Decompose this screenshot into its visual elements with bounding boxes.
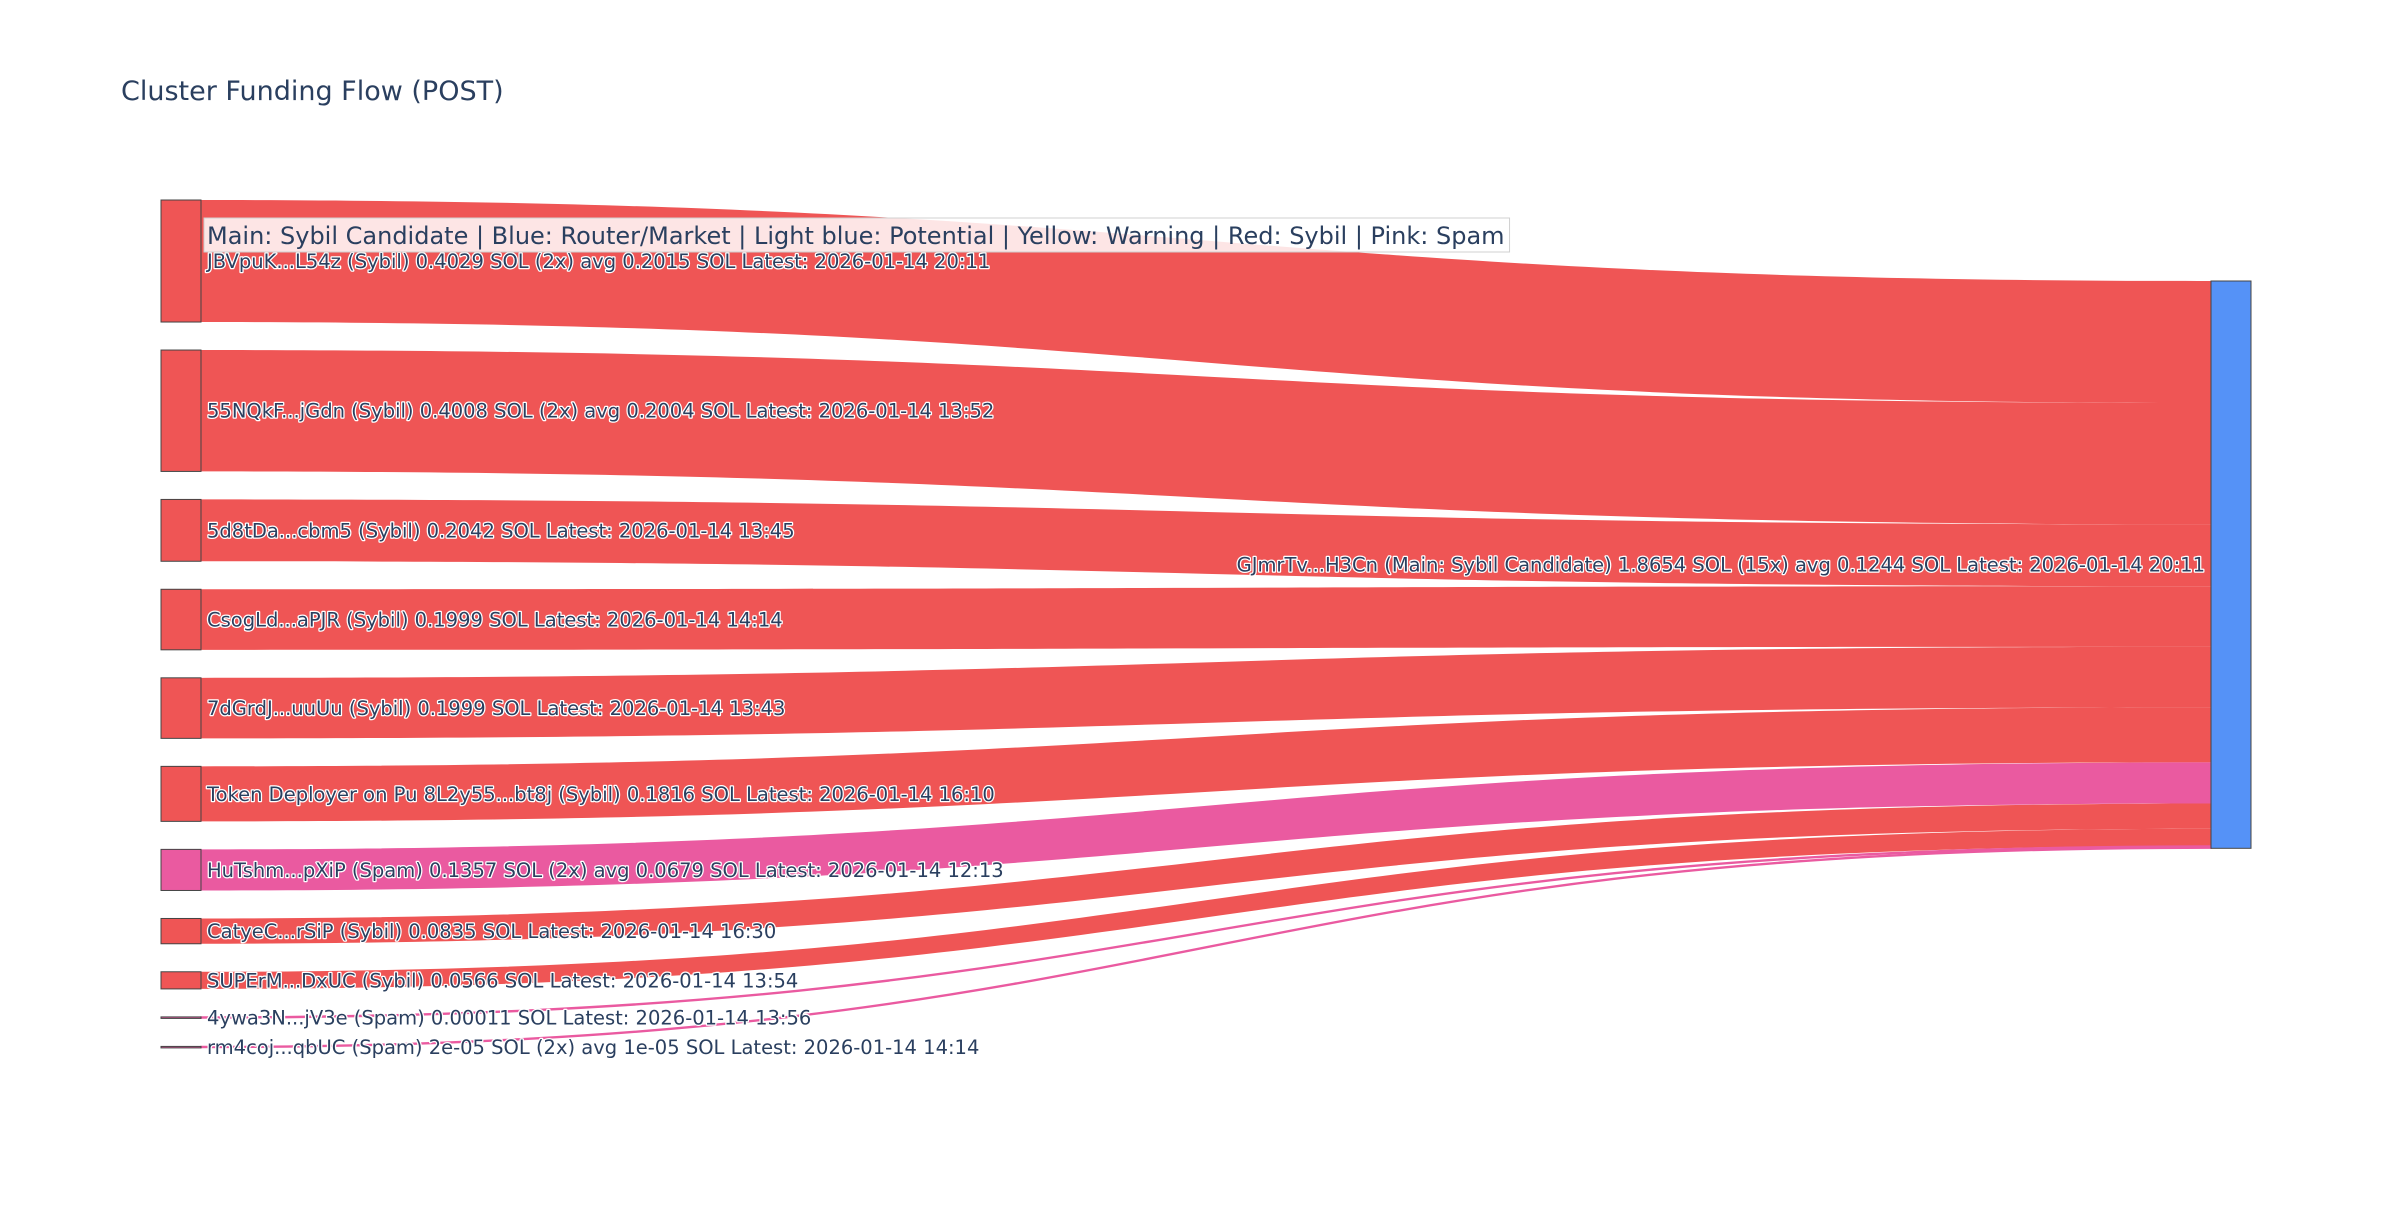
source-label-5: Token Deployer on Pu 8L2y55...bt8j (Sybi…	[206, 783, 995, 806]
links-layer	[200, 200, 2212, 1049]
link-5	[201, 707, 2211, 822]
source-label-1: 55NQkF...jGdn (Sybil) 0.4008 SOL (2x) av…	[207, 400, 994, 423]
link-7	[201, 803, 2211, 944]
nodes-layer	[160, 199, 2252, 1049]
link-4	[201, 646, 2211, 739]
source-node-8	[160, 971, 202, 990]
chart-title: Cluster Funding Flow (POST)	[121, 76, 504, 107]
source-node-7	[160, 917, 202, 945]
link-3	[201, 586, 2211, 650]
legend-background	[203, 217, 1511, 253]
labels-layer: JBVpuK...L54z (Sybil) 0.4029 SOL (2x) av…	[204, 249, 2207, 1061]
link-1	[201, 350, 2211, 525]
legend-annotation: Main: Sybil Candidate | Blue: Router/Mar…	[203, 217, 1511, 253]
source-node-1	[160, 349, 202, 472]
source-label-8: SUPErM...DxUC (Sybil) 0.0566 SOL Latest:…	[207, 969, 798, 992]
source-node-5	[160, 765, 202, 822]
target-label: GJmrTv...H3Cn (Main: Sybil Candidate) 1.…	[1237, 554, 2205, 577]
source-label-7: CatyeC...rSiP (Sybil) 0.0835 SOL Latest:…	[207, 920, 776, 943]
source-label-4: 7dGrdJ...uuUu (Sybil) 0.1999 SOL Latest:…	[207, 697, 785, 720]
source-label-10: rm4coj...qbUC (Spam) 2e-05 SOL (2x) avg …	[207, 1036, 979, 1059]
source-node-6	[160, 848, 202, 891]
source-node-3	[160, 588, 202, 651]
link-2	[201, 499, 2211, 587]
link-8	[201, 828, 2211, 989]
source-label-2: 5d8tDa...cbm5 (Sybil) 0.2042 SOL Latest:…	[207, 519, 795, 542]
source-label-6: HuTshm...pXiP (Spam) 0.1357 SOL (2x) avg…	[207, 859, 1004, 882]
source-node-2	[160, 498, 202, 562]
link-6	[201, 762, 2211, 891]
source-node-4	[160, 677, 202, 739]
source-label-0: JBVpuK...L54z (Sybil) 0.4029 SOL (2x) av…	[205, 250, 990, 273]
target-node	[2210, 280, 2252, 849]
source-node-0	[160, 199, 202, 323]
legend-text: Main: Sybil Candidate | Blue: Router/Mar…	[207, 222, 1505, 250]
source-node-10	[160, 1045, 202, 1049]
source-node-9	[160, 1016, 202, 1019]
source-label-9: 4ywa3N...jV3e (Spam) 0.00011 SOL Latest:…	[207, 1007, 811, 1030]
source-label-3: CsogLd...aPJR (Sybil) 0.1999 SOL Latest:…	[207, 609, 783, 632]
